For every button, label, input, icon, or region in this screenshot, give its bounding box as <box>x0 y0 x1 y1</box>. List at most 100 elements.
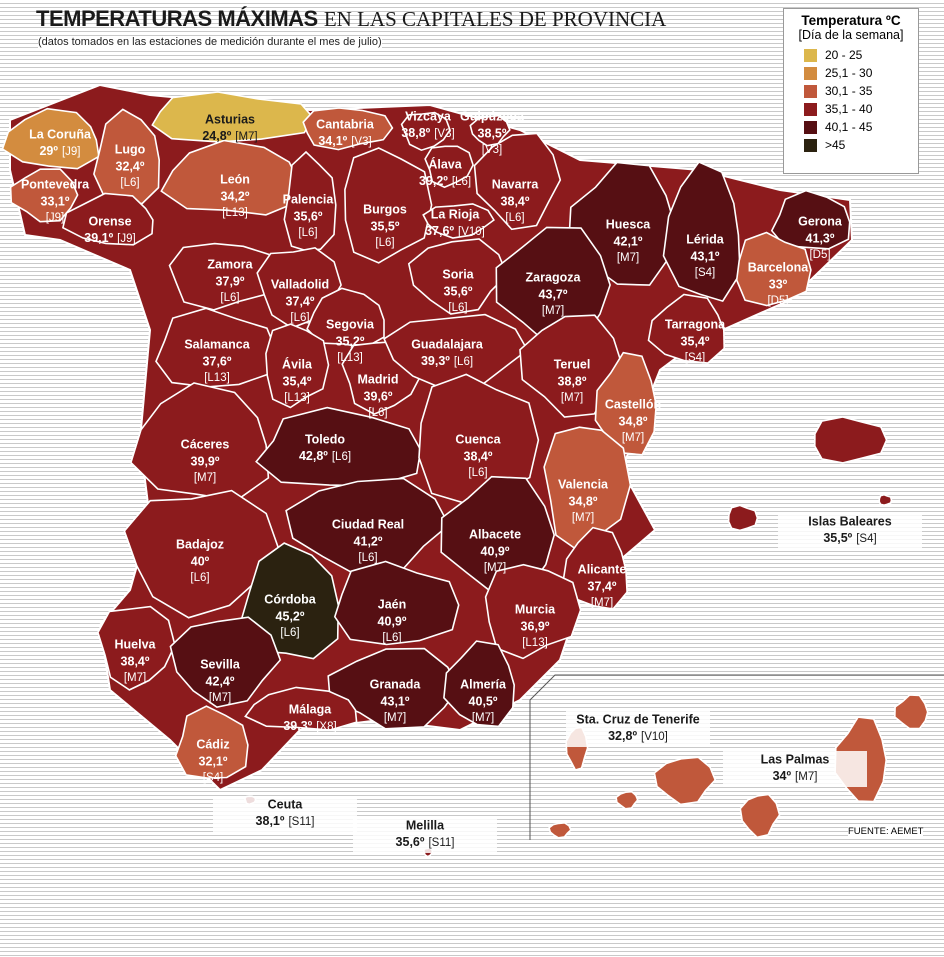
province-label: Teruel 38,8º [M7] <box>554 357 591 404</box>
province-value: 32,8º [V10] <box>608 729 668 743</box>
legend-subtitle: [Día de la semana] <box>798 28 904 42</box>
day: [M7] <box>572 512 594 524</box>
province-label: Castellón 34,8º [M7] <box>605 397 661 444</box>
province-name: Sta. Cruz de Tenerife <box>576 712 699 726</box>
temperature: 41,3º <box>806 231 835 245</box>
province-name: Salamanca <box>184 337 250 351</box>
province-name: Huelva <box>115 637 157 651</box>
province-value: 39,1º [J9] <box>84 231 135 245</box>
legend-label: 40,1 - 45 <box>825 120 873 134</box>
province-value: 38,8º [V3] <box>401 126 454 140</box>
province-label: Huelva 38,4º [M7] <box>115 637 157 684</box>
province-shape <box>160 139 300 216</box>
province-name: Melilla <box>406 818 445 832</box>
province-label: Madrid 39,6º [L6] <box>358 372 399 419</box>
province-name: Cuenca <box>455 432 501 446</box>
day: [M7] <box>124 672 146 684</box>
temperature: 39,1º <box>84 231 113 245</box>
province-value: 42,8º [L6] <box>299 449 351 463</box>
temperature: 37,4º <box>286 294 315 308</box>
province-name: Madrid <box>358 372 399 386</box>
province-shape <box>878 493 893 506</box>
temperature: 40,9º <box>378 614 407 628</box>
province-name: Cádiz <box>196 737 229 751</box>
temperature: 36,9º <box>521 619 550 633</box>
province-labels: La Coruña 29º [J9] Lugo 32,4º [L6] Asturias 24,… <box>21 109 922 853</box>
province-label: Sta. Cruz de Tenerife 32,8º [V10] <box>566 711 710 747</box>
province-label: Islas Baleares 35,5º [S4] <box>778 513 922 549</box>
province-label: Alicante 37,4º [M7] <box>578 562 627 609</box>
province-name: Lérida <box>686 232 725 246</box>
province-label: Navarra 38,4º [L6] <box>492 177 540 224</box>
day: [L6] <box>190 572 209 584</box>
province-name: Guadalajara <box>411 337 484 351</box>
province-label: Valencia 34,8º [M7] <box>558 477 609 524</box>
province-name: Málaga <box>289 702 332 716</box>
province-shape <box>61 192 154 246</box>
province-label: Sevilla 42,4º [M7] <box>200 657 241 704</box>
temperature: 33º <box>769 277 788 291</box>
province-label: Lérida 43,1º [S4] <box>686 232 725 279</box>
province-shape <box>473 132 562 231</box>
province-shape <box>97 605 176 691</box>
province-label: Guipúzcoa 38,5º [V3] <box>460 109 525 156</box>
province-label: Granada 43,1º [M7] <box>370 677 422 724</box>
province-name: Almería <box>460 677 507 691</box>
day: [L13] <box>284 392 310 404</box>
day: [M7] <box>384 712 406 724</box>
province-shape <box>302 107 394 151</box>
province-value: 39,3º [L6] <box>421 354 473 368</box>
province-shape <box>333 560 460 646</box>
day: [M7] <box>484 562 506 574</box>
province-name: Orense <box>88 214 131 228</box>
province-label: Zaragoza 43,7º [M7] <box>526 270 582 317</box>
temperature: 35,5º <box>823 531 852 545</box>
day: [L6] <box>375 237 394 249</box>
day: [V10] <box>641 731 668 743</box>
province-name: Ceuta <box>268 797 304 811</box>
province-shape <box>548 821 572 839</box>
province-label: Lugo 32,4º [L6] <box>115 142 146 189</box>
province-shape <box>93 108 161 205</box>
province-shape <box>344 147 433 264</box>
temperature: 35,4º <box>283 374 312 388</box>
province-label: Badajoz 40º [L6] <box>176 537 224 584</box>
source: FUENTE: AEMET <box>848 826 924 837</box>
day: [M7] <box>591 597 613 609</box>
province-name: Alicante <box>578 562 627 576</box>
day: [J9] <box>117 233 136 245</box>
province-label: Ceuta 38,1º [S11] <box>213 796 357 832</box>
province-shape <box>151 91 315 143</box>
temperature: 42,8º <box>299 449 328 463</box>
legend-label: 30,1 - 35 <box>825 84 873 98</box>
temperature: 40,9º <box>481 544 510 558</box>
province-shape <box>123 489 280 619</box>
canary-divider <box>529 674 944 840</box>
day: [S4] <box>685 352 705 364</box>
province-shape <box>770 189 851 250</box>
province-value: 34,1º [V3] <box>318 134 371 148</box>
province-shape <box>400 111 451 152</box>
day: [S4] <box>856 533 876 545</box>
temperature: 24,8º <box>202 129 231 143</box>
day: [D5] <box>809 249 830 261</box>
province-label: Cáceres 39,9º [M7] <box>181 437 230 484</box>
day: [L13] <box>337 352 363 364</box>
legend-item: 25,1 - 30 <box>804 64 912 82</box>
province-value: 39,2º [L6] <box>419 174 471 188</box>
province-name: Granada <box>370 677 422 691</box>
province-shape <box>443 640 516 728</box>
province-shape <box>1 107 100 170</box>
province-name: Islas Baleares <box>808 514 891 528</box>
province-label: Guadalajara 39,3º [L6] <box>411 337 484 368</box>
day: [M7] <box>194 472 216 484</box>
province-label: Orense 39,1º [J9] <box>84 214 135 245</box>
province-name: Badajoz <box>176 537 224 551</box>
day: [M7] <box>209 692 231 704</box>
day: [M7] <box>472 712 494 724</box>
temperature: 40º <box>191 554 210 568</box>
province-shape <box>265 323 330 409</box>
province-label: Jaén 40,9º [L6] <box>378 597 407 644</box>
day: [L6] <box>368 407 387 419</box>
